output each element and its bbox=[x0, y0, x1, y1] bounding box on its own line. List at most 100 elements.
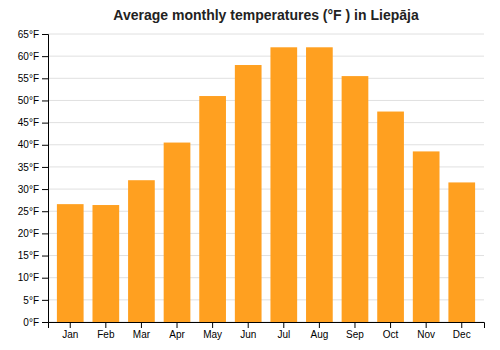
grid-line bbox=[48, 56, 484, 57]
y-tick-mark bbox=[42, 123, 48, 124]
y-tick-label: 15°F bbox=[18, 250, 39, 261]
bars bbox=[57, 47, 475, 322]
y-tick-mark bbox=[42, 233, 48, 234]
y-axis: 0°F 5°F 10°F 15°F 20°F 25°F 30°F 35°F 40°F 45°F 50… bbox=[18, 29, 49, 328]
bar bbox=[306, 47, 333, 322]
x-tick: Jul bbox=[277, 322, 290, 340]
y-tick: 10°F bbox=[18, 272, 48, 283]
x-tick-label: Nov bbox=[417, 329, 435, 340]
grid-line bbox=[48, 144, 484, 145]
x-tick-mark bbox=[177, 322, 178, 328]
x-tick: Sep bbox=[346, 322, 364, 340]
x-tick-label: Sep bbox=[346, 329, 364, 340]
x-tick-label: Jul bbox=[277, 329, 290, 340]
x-tick-mark bbox=[319, 322, 320, 328]
y-tick-label: 50°F bbox=[18, 95, 39, 106]
x-tick-label: Dec bbox=[453, 329, 471, 340]
bar bbox=[448, 182, 475, 322]
x-tick-mark bbox=[212, 322, 213, 328]
y-axis-line bbox=[42, 35, 49, 323]
x-tick-label: Jan bbox=[62, 329, 78, 340]
x-tick-mark bbox=[461, 322, 462, 328]
y-tick: 25°F bbox=[18, 206, 48, 217]
y-tick: 45°F bbox=[18, 117, 48, 128]
y-tick-label: 60°F bbox=[18, 51, 39, 62]
x-tick-label: Jun bbox=[240, 329, 256, 340]
y-tick-mark bbox=[42, 34, 48, 35]
y-tick: 55°F bbox=[18, 73, 48, 84]
x-tick: May bbox=[203, 322, 222, 340]
bar bbox=[235, 65, 262, 322]
y-tick-label: 20°F bbox=[18, 228, 39, 239]
x-tick: Nov bbox=[417, 322, 435, 340]
bar bbox=[270, 47, 297, 322]
y-tick-label: 5°F bbox=[23, 295, 39, 306]
y-tick-label: 0°F bbox=[23, 317, 39, 328]
y-tick: 40°F bbox=[18, 139, 48, 150]
x-tick-label: Oct bbox=[383, 329, 399, 340]
bar bbox=[413, 151, 440, 322]
grid-line bbox=[48, 100, 484, 101]
y-tick-mark bbox=[42, 100, 48, 101]
y-tick-label: 55°F bbox=[18, 73, 39, 84]
x-tick: Aug bbox=[310, 322, 328, 340]
plot: Jan Feb Mar Apr May Jun Jul Aug Sep Oct Nov Dec 0°F 5… bbox=[18, 29, 485, 340]
x-tick-label: May bbox=[203, 329, 222, 340]
grid-line bbox=[48, 78, 484, 79]
x-tick-mark bbox=[354, 322, 355, 328]
bar bbox=[199, 96, 226, 322]
grid bbox=[48, 34, 484, 322]
y-tick: 50°F bbox=[18, 95, 48, 106]
y-tick-mark bbox=[42, 300, 48, 301]
x-tick-label: Aug bbox=[310, 329, 328, 340]
x-tick: Oct bbox=[383, 322, 399, 340]
x-tick-mark bbox=[426, 322, 427, 328]
bar bbox=[92, 205, 119, 322]
x-tick-label: Mar bbox=[133, 329, 151, 340]
y-tick-mark bbox=[42, 167, 48, 168]
bar bbox=[57, 204, 84, 322]
chart: Jan Feb Mar Apr May Jun Jul Aug Sep Oct Nov Dec 0°F 5… bbox=[0, 0, 500, 350]
x-tick: Dec bbox=[453, 322, 471, 340]
bar bbox=[128, 180, 155, 322]
y-tick-mark bbox=[42, 56, 48, 57]
y-tick: 0°F bbox=[23, 317, 48, 328]
x-tick-mark bbox=[70, 322, 71, 328]
x-tick-label: Feb bbox=[97, 329, 115, 340]
y-tick-label: 40°F bbox=[18, 139, 39, 150]
y-tick-mark bbox=[42, 322, 48, 323]
bar bbox=[342, 76, 369, 322]
y-tick-label: 35°F bbox=[18, 162, 39, 173]
x-tick: Jan bbox=[62, 322, 78, 340]
x-tick: Mar bbox=[133, 322, 151, 340]
y-tick-mark bbox=[42, 278, 48, 279]
y-tick-mark bbox=[42, 211, 48, 212]
y-tick-mark bbox=[42, 189, 48, 190]
y-tick-label: 30°F bbox=[18, 184, 39, 195]
y-tick-label: 65°F bbox=[18, 29, 39, 40]
grid-line bbox=[48, 122, 484, 123]
y-tick: 30°F bbox=[18, 184, 48, 195]
title: Average monthly temperatures (°F ) in Li… bbox=[113, 7, 419, 23]
y-tick: 60°F bbox=[18, 51, 48, 62]
y-tick: 35°F bbox=[18, 162, 48, 173]
y-tick-mark bbox=[42, 78, 48, 79]
y-tick-mark bbox=[42, 145, 48, 146]
x-tick-mark bbox=[141, 322, 142, 328]
grid-line bbox=[48, 34, 484, 35]
x-tick-mark bbox=[390, 322, 391, 328]
y-tick: 15°F bbox=[18, 250, 48, 261]
y-tick-label: 45°F bbox=[18, 117, 39, 128]
x-tick: Apr bbox=[169, 322, 185, 340]
y-tick: 65°F bbox=[18, 29, 48, 40]
bar bbox=[164, 143, 191, 322]
x-axis-line bbox=[49, 323, 485, 329]
x-tick: Jun bbox=[240, 322, 256, 340]
y-tick-label: 10°F bbox=[18, 272, 39, 283]
bar bbox=[377, 112, 404, 322]
x-axis: Jan Feb Mar Apr May Jun Jul Aug Sep Oct Nov Dec bbox=[49, 322, 485, 340]
y-tick: 20°F bbox=[18, 228, 48, 239]
x-tick-mark bbox=[248, 322, 249, 328]
y-tick: 5°F bbox=[23, 295, 48, 306]
y-tick-mark bbox=[42, 256, 48, 257]
